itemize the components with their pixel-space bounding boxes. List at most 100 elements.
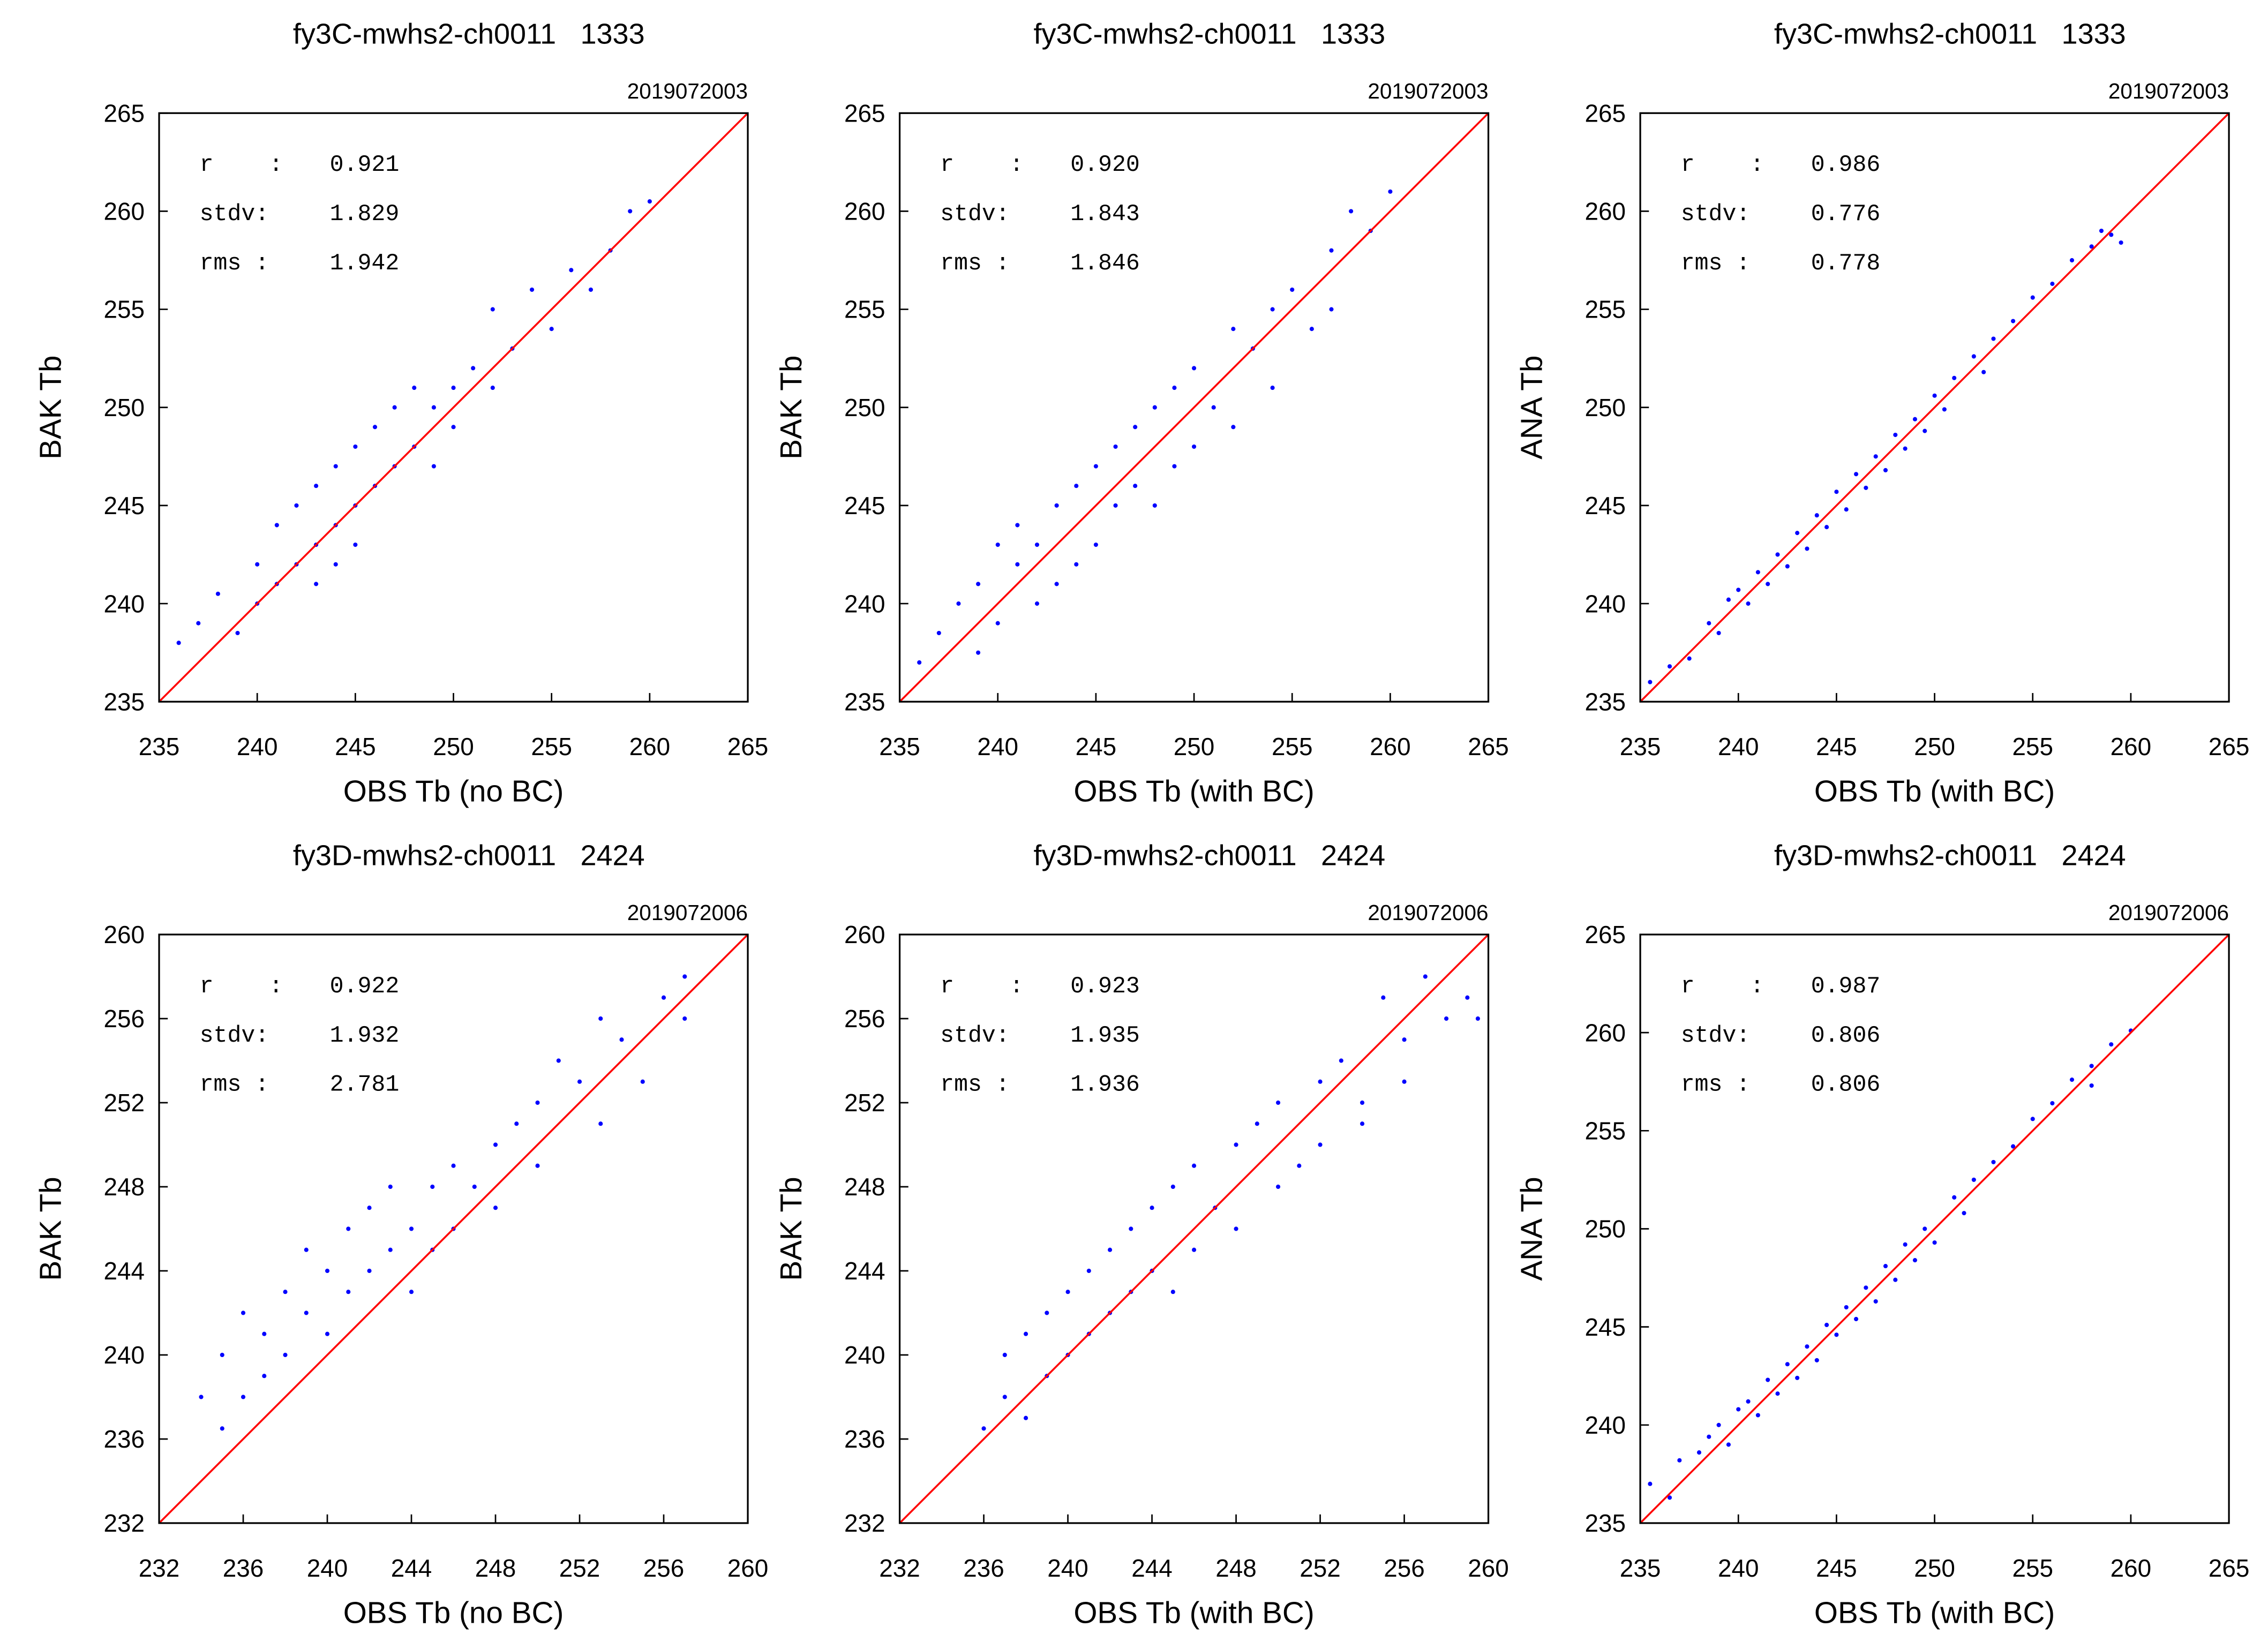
point: [1687, 656, 1692, 661]
point: [1775, 552, 1780, 557]
x-tick-label: 250: [1914, 1554, 1955, 1582]
stat-value: 1.829: [330, 201, 400, 227]
point: [304, 1310, 309, 1315]
point: [640, 1079, 645, 1084]
point: [1234, 1226, 1238, 1231]
point: [490, 386, 495, 390]
point: [367, 1206, 372, 1210]
point: [1805, 1344, 1809, 1349]
point: [1329, 248, 1334, 253]
point: [1716, 1422, 1721, 1427]
point: [535, 1163, 540, 1168]
point: [430, 1184, 435, 1189]
point: [1318, 1142, 1323, 1147]
point: [1824, 1322, 1829, 1328]
point: [1755, 1413, 1760, 1418]
point: [1883, 1264, 1888, 1269]
point: [535, 1100, 540, 1105]
x-tick-label: 240: [1718, 1554, 1759, 1582]
x-tick-label: 265: [2209, 1554, 2250, 1582]
point: [1086, 1268, 1091, 1274]
y-tick-label: 235: [844, 688, 885, 715]
stat-value: 2.781: [330, 1072, 400, 1098]
point: [1015, 562, 1020, 567]
point: [314, 484, 319, 488]
point: [1707, 621, 1711, 626]
point: [431, 405, 436, 410]
panel-title: fy3D-mwhs2-ch0011: [293, 839, 556, 871]
y-tick-label: 240: [1585, 590, 1626, 617]
point: [1234, 1142, 1238, 1147]
point: [1192, 1247, 1197, 1252]
y-tick-label: 236: [103, 1425, 145, 1453]
points: [917, 189, 1393, 665]
point: [235, 630, 240, 636]
point: [1883, 468, 1888, 473]
point: [514, 1121, 519, 1126]
stat-value: 0.806: [1811, 1022, 1881, 1049]
point: [1912, 417, 1918, 421]
point: [1932, 1240, 1937, 1245]
point: [1893, 432, 1898, 438]
y-tick-label: 235: [1585, 688, 1626, 715]
point: [1932, 393, 1937, 398]
point: [1129, 1226, 1133, 1231]
y-tick-label: 256: [844, 1005, 885, 1033]
panel-title: fy3C-mwhs2-ch0011: [1774, 18, 2037, 50]
point: [241, 1310, 246, 1315]
point: [1074, 484, 1079, 488]
stat-label: r :: [940, 152, 1024, 178]
point: [388, 1184, 393, 1189]
point: [1854, 1316, 1859, 1322]
x-tick-label: 240: [977, 733, 1018, 760]
y-tick-label: 265: [844, 99, 885, 127]
point: [346, 1290, 351, 1294]
point: [451, 425, 456, 430]
point: [1834, 1332, 1839, 1337]
point: [304, 1247, 309, 1252]
point: [1360, 1121, 1365, 1126]
point: [372, 425, 378, 430]
point: [1093, 543, 1098, 547]
x-tick-label: 245: [1816, 733, 1857, 760]
x-tick-label: 260: [629, 733, 671, 760]
point: [1231, 327, 1236, 332]
point: [1276, 1100, 1281, 1105]
stat-value: 0.776: [1811, 201, 1881, 227]
panel: fy3C-mwhs2-ch0011 1333 2019072003 235 240 245…: [34, 18, 768, 809]
y-tick-label: 245: [103, 492, 145, 519]
point: [1270, 386, 1275, 390]
point: [2050, 281, 2055, 286]
y-tick-label: 235: [1585, 1509, 1626, 1537]
point: [1971, 1177, 1976, 1182]
reference-line: [1639, 933, 2230, 1524]
point: [199, 1395, 204, 1399]
point: [2050, 1101, 2055, 1106]
panel-count: 1333: [1321, 18, 1385, 50]
y-tick-label: 240: [103, 590, 145, 617]
point: [1991, 1159, 1996, 1164]
stat-value: 0.921: [330, 152, 400, 178]
y-tick-label: 245: [844, 492, 885, 519]
point: [981, 1426, 986, 1431]
stat-label: r :: [1681, 973, 1764, 999]
x-tick-label: 255: [531, 733, 572, 760]
stat-value: 0.806: [1811, 1072, 1881, 1098]
x-tick-label: 250: [1914, 733, 1955, 760]
point: [2069, 258, 2075, 263]
x-tick-label: 250: [1174, 733, 1215, 760]
point: [1844, 507, 1849, 512]
stat-value: 1.843: [1070, 201, 1140, 227]
point: [1108, 1247, 1113, 1252]
y-tick-label: 252: [844, 1089, 885, 1117]
point: [569, 268, 574, 273]
point: [2030, 295, 2035, 300]
reference-line: [899, 933, 1489, 1524]
point: [1766, 1377, 1770, 1382]
plot-frame: [158, 933, 749, 1524]
y-tick-label: 250: [844, 394, 885, 421]
x-tick-label: 236: [223, 1554, 264, 1582]
point: [2011, 1144, 2016, 1149]
point: [1834, 489, 1839, 494]
y-tick-label: 248: [103, 1173, 145, 1201]
